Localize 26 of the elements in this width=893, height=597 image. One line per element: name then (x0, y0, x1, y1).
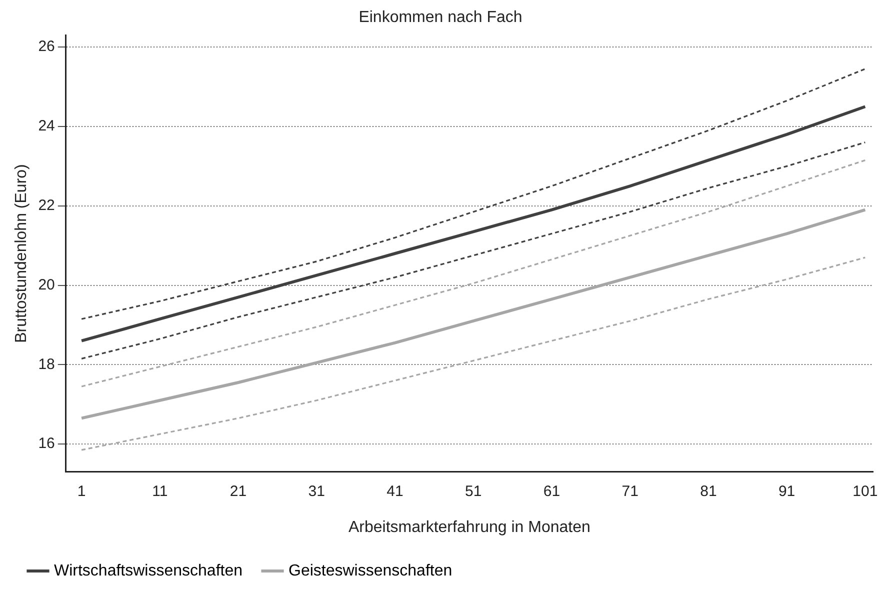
y-tick-label: 18 (38, 356, 55, 373)
line-series (80, 142, 866, 360)
chart-title: Einkommen nach Fach (358, 9, 522, 26)
y-tick-label: 22 (38, 197, 55, 214)
line-series (80, 256, 866, 451)
x-axis-title: Arbeitsmarkterfahrung in Monaten (348, 518, 590, 536)
x-tick-label: 41 (386, 482, 404, 500)
legend-label: Wirtschaftswissenschaften (54, 562, 243, 580)
x-tick-label: 21 (230, 482, 247, 500)
x-tick-label: 101 (852, 482, 878, 500)
y-tick-label: 20 (38, 276, 55, 294)
x-tick-label: 91 (778, 482, 796, 500)
x-tick-label: 61 (543, 482, 560, 500)
x-tick-label: 81 (700, 482, 717, 500)
legend-label: Geisteswissenschaften (288, 562, 452, 580)
y-tick-label: 26 (38, 38, 55, 56)
y-axis-title: Bruttostundenlohn (Euro) (13, 164, 30, 343)
line-series (80, 68, 866, 320)
x-tick-label: 11 (152, 482, 168, 500)
line-series (80, 159, 866, 388)
x-tick-label: 31 (308, 482, 325, 500)
x-tick-label: 71 (622, 482, 638, 500)
y-tick-label: 16 (38, 435, 55, 452)
y-tick-label: 24 (38, 118, 55, 135)
x-tick-label: 1 (77, 482, 86, 500)
x-tick-label: 51 (465, 482, 482, 500)
